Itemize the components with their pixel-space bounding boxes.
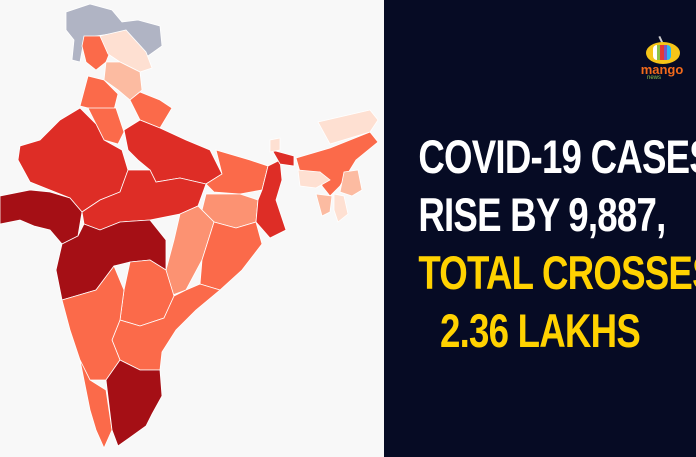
- headline: COVID-19 CASES RISE BY 9,887, TOTAL CROS…: [384, 128, 696, 360]
- headline-panel: COVID-19 CASES RISE BY 9,887, TOTAL CROS…: [384, 0, 696, 457]
- india-map-graphic: [0, 3, 379, 449]
- logo-sub: news: [646, 75, 661, 81]
- headline-line-4: 2.36 LAKHS: [439, 304, 641, 357]
- headline-line-2: RISE BY 9,887,: [418, 188, 666, 241]
- headline-line-3: TOTAL CROSSES: [418, 246, 696, 299]
- mango-news-logo: mango news: [636, 35, 688, 86]
- tv-screen-icon: [653, 45, 671, 60]
- india-covid-map: [0, 3, 379, 449]
- headline-line-1: COVID-19 CASES: [418, 130, 696, 183]
- logo-brand: mango: [640, 62, 684, 77]
